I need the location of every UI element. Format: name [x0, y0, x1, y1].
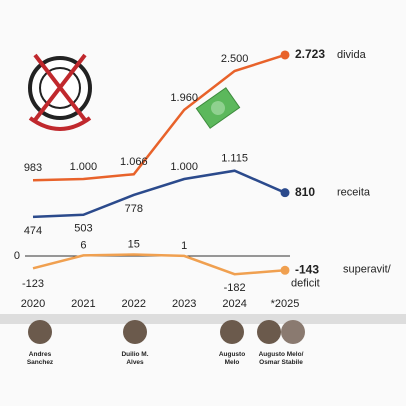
value-label: 15: [128, 238, 140, 250]
person-name: Andres Sanchez: [27, 351, 54, 366]
person-name-line: Duilio M.: [121, 351, 148, 358]
portrait: [281, 320, 305, 344]
legend-label-line: deficit: [291, 277, 320, 289]
end-value-label: -143: [295, 262, 319, 276]
series-line: [32, 253, 286, 276]
person-name-line: Sanchez: [27, 359, 54, 366]
end-marker: [280, 50, 290, 60]
x-tick-label: 2021: [71, 298, 95, 310]
legend-label: receita: [337, 187, 371, 199]
person-name-line: Melo: [225, 359, 240, 366]
end-value-label: 2.723: [295, 47, 325, 61]
y2-tick-label: 0: [14, 250, 20, 262]
end-marker: [280, 188, 290, 198]
value-label: -182: [224, 282, 246, 294]
value-label: 1.115: [221, 153, 248, 165]
value-label: 778: [125, 203, 143, 215]
money-icon: [195, 87, 241, 129]
legend-label: divida: [337, 49, 367, 61]
logo: [28, 53, 92, 131]
value-label: 1.000: [70, 161, 98, 173]
person-name-line: Andres: [29, 351, 52, 358]
portrait: [123, 320, 147, 344]
person-name: Augusto Melo: [219, 351, 245, 366]
timeline-band: [0, 314, 406, 324]
x-tick-label: 2022: [122, 298, 146, 310]
person-name: Augusto Melo/Osmar Stabile: [259, 351, 304, 366]
value-label: 983: [24, 162, 42, 174]
portrait: [257, 320, 281, 344]
value-label: 2.500: [221, 53, 249, 65]
value-label: 6: [80, 239, 86, 251]
x-tick-label: 2024: [222, 298, 246, 310]
x-tick-label: *2025: [271, 298, 300, 310]
legend-label: superavit/deficit: [291, 263, 392, 289]
series-line: [32, 169, 286, 219]
value-label: -123: [22, 278, 44, 290]
person-name: Duilio M. Alves: [121, 351, 148, 366]
value-label: 1.960: [170, 92, 198, 104]
value-label: 503: [74, 223, 92, 235]
end-marker: [280, 265, 290, 275]
end-value-label: 810: [295, 185, 315, 199]
x-tick-label: 2020: [21, 298, 45, 310]
person-name-line: Osmar Stabile: [259, 359, 303, 366]
portrait: [28, 320, 52, 344]
x-tick-label: 2023: [172, 298, 196, 310]
person-name-line: Alves: [126, 359, 144, 366]
legend-label-line: superavit/: [343, 263, 392, 275]
value-label: 1.066: [120, 156, 148, 168]
person-name-line: Augusto Melo/: [259, 351, 304, 358]
series-line: [32, 53, 286, 182]
value-label: 1.000: [170, 161, 198, 173]
portrait: [220, 320, 244, 344]
value-label: 474: [24, 225, 42, 237]
value-label: 1: [181, 240, 187, 252]
person-name-line: Augusto: [219, 351, 245, 358]
